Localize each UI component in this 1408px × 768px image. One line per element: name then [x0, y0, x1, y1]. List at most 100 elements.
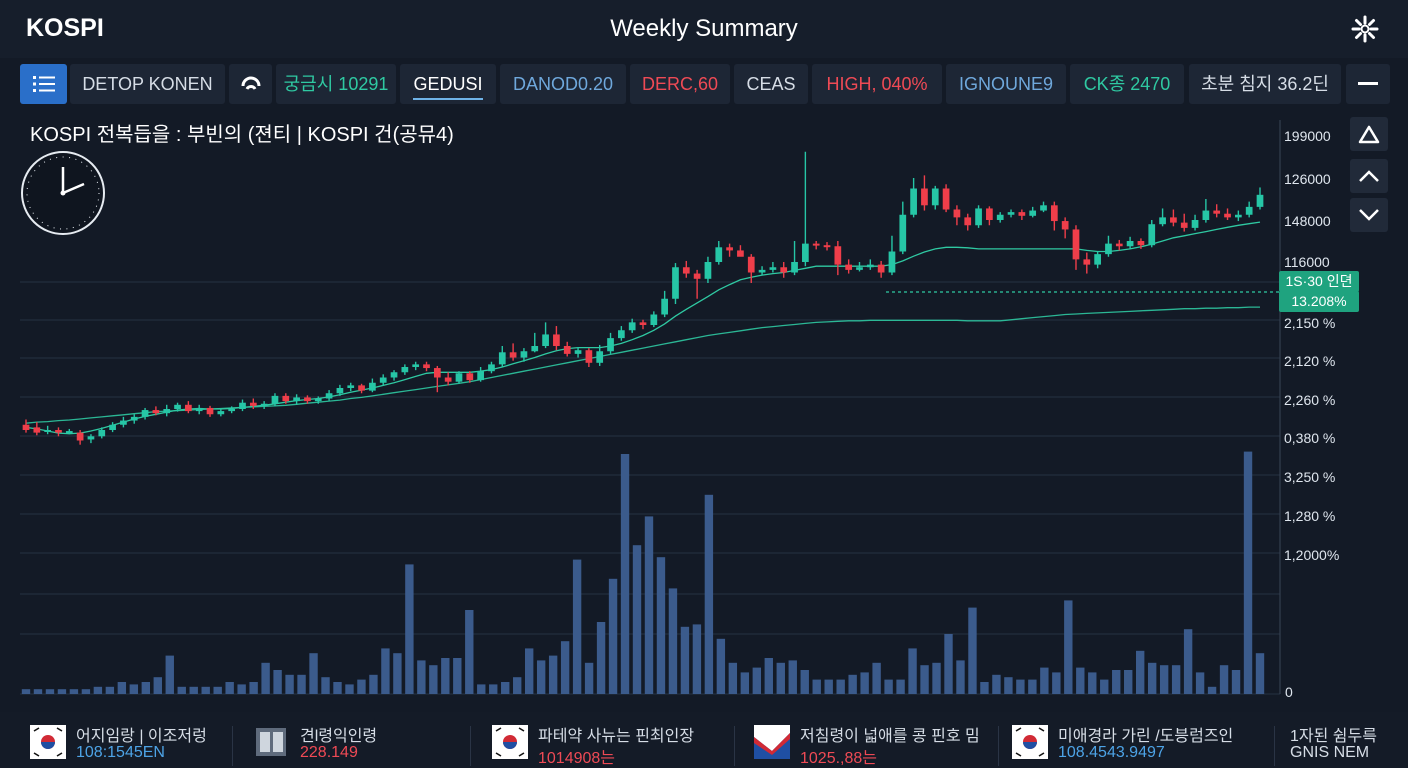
- candle-up: [704, 256, 712, 283]
- candle-body: [1115, 243, 1123, 247]
- korea-flag-icon: [492, 725, 528, 759]
- candle-up: [477, 367, 484, 382]
- candle-up: [1159, 208, 1166, 227]
- volume-bar: [285, 674, 294, 694]
- ticker-name: 어지임랑 | 이조저렁: [76, 728, 207, 745]
- collapse-button[interactable]: [1346, 64, 1390, 104]
- candle-up: [617, 326, 625, 341]
- toolbar-button-ignoune[interactable]: IGNOUNE9: [946, 64, 1066, 104]
- candle-body: [942, 188, 950, 210]
- candle-body: [769, 267, 777, 270]
- candle-down: [747, 254, 755, 283]
- volume-bar: [381, 648, 390, 694]
- candle-up: [628, 318, 636, 333]
- ticker-value: 228.149: [300, 744, 358, 761]
- volume-bar: [896, 679, 905, 694]
- candle-body: [444, 377, 452, 382]
- app-title: KOSPI: [26, 14, 104, 42]
- volume-bar: [572, 559, 582, 694]
- candle-down: [282, 393, 290, 404]
- candle-body: [423, 364, 430, 369]
- candle-up: [44, 425, 52, 435]
- candle-up: [1040, 201, 1047, 213]
- toolbar-button-derc[interactable]: DERC,60: [630, 64, 730, 104]
- volume-bar: [848, 674, 857, 694]
- volume-bar: [1016, 679, 1025, 694]
- candle-up: [314, 396, 322, 404]
- scroll-down-button[interactable]: [1350, 198, 1388, 232]
- volume-bar: [429, 665, 438, 694]
- scroll-up-button[interactable]: [1350, 159, 1388, 193]
- candle-body: [498, 352, 506, 365]
- candle-body: [921, 188, 928, 206]
- ticker-name: 미애경라 가린 /도븡럼즈인: [1058, 728, 1234, 745]
- ticker-name: 1자된 쉼두륵: [1290, 728, 1377, 745]
- scroll-top-button[interactable]: [1350, 117, 1388, 151]
- candle-body: [628, 322, 636, 331]
- candle-down: [55, 427, 62, 437]
- candle-down: [845, 259, 853, 274]
- triangle-up-icon: [1358, 125, 1380, 144]
- candle-body: [412, 364, 420, 367]
- volume-bar: [932, 662, 941, 694]
- ticker-item[interactable]: 견l령익인령 228.149: [254, 722, 464, 766]
- candle-down: [509, 343, 517, 361]
- candle-body: [141, 410, 149, 417]
- toolbar-button-quote[interactable]: 궁금시 10291: [276, 64, 396, 104]
- volume-bar: [632, 545, 642, 694]
- candle-down: [737, 245, 744, 257]
- ticker-item[interactable]: 미애경라 가린 /도븡럼즈인 108.4543.9497: [1012, 722, 1272, 766]
- toolbar-button-danod[interactable]: DANOD0.20: [500, 64, 626, 104]
- volume-bar: [656, 557, 666, 694]
- candle-body: [964, 217, 972, 226]
- candle-up: [228, 406, 236, 414]
- toolbar-button-ceas[interactable]: CEAS: [734, 64, 808, 104]
- candle-down: [1018, 209, 1026, 220]
- candle-up: [347, 382, 355, 392]
- candle-body: [531, 346, 539, 352]
- ticker-value: 1014908는: [538, 750, 616, 767]
- volume-bar: [1100, 679, 1109, 694]
- toolbar-button-gedusi[interactable]: GEDUSI: [400, 64, 496, 104]
- volume-bar: [1064, 600, 1073, 694]
- ticker-item[interactable]: 어지임랑 | 이조저렁 108:1545EN: [30, 722, 230, 766]
- toolbar-button-label: 궁금시 10291: [283, 74, 389, 94]
- toolbar-button-high[interactable]: HIGH, 040%: [812, 64, 942, 104]
- toolbar-button-detop[interactable]: DETOP KONEN: [70, 64, 225, 104]
- volume-bar: [728, 662, 738, 694]
- candle-down: [942, 184, 950, 213]
- volume-bar: [297, 674, 306, 694]
- candlestick-chart[interactable]: [0, 108, 1408, 708]
- candle-body: [823, 245, 831, 248]
- candle-body: [726, 247, 733, 251]
- candle-body: [358, 385, 365, 391]
- candle-body: [379, 377, 387, 383]
- axis-tick-label: 2,260 %: [1284, 392, 1336, 408]
- menu-button[interactable]: [20, 64, 67, 104]
- candle-down: [1050, 201, 1058, 231]
- candle-down: [1224, 208, 1231, 220]
- volume-bar: [776, 662, 785, 694]
- ticker-item[interactable]: 1자된 쉼두륵 GNIS NEM: [1244, 722, 1394, 766]
- candle-down: [780, 262, 788, 278]
- toolbar-button-label: GEDUSI: [413, 74, 483, 100]
- candle-up: [336, 384, 344, 396]
- candle-up: [1007, 209, 1015, 218]
- toolbar-button-summary[interactable]: 초분 침지 36.2딘: [1189, 64, 1341, 104]
- candle-body: [996, 214, 1004, 220]
- candle-up: [293, 394, 300, 405]
- ticker-item[interactable]: 저침령이 넓애를 콩 핀호 밈 1025.,88는: [754, 722, 994, 767]
- candle-body: [1061, 221, 1069, 230]
- toolbar-button-ck[interactable]: CK종 2470: [1070, 64, 1184, 104]
- candle-down: [185, 401, 192, 414]
- volume-bar: [980, 682, 989, 694]
- candle-body: [347, 385, 355, 388]
- candle-body: [336, 388, 344, 394]
- candle-body: [1040, 205, 1047, 211]
- axis-tick-label: 1,280 %: [1284, 508, 1336, 524]
- ticker-item[interactable]: 파테약 사뉴는 핀최인장 1014908는: [492, 722, 732, 767]
- candle-up: [369, 378, 376, 393]
- settings-icon[interactable]: [1350, 14, 1380, 44]
- toolbar-button-refresh[interactable]: [229, 64, 272, 104]
- volume-bar: [644, 516, 654, 694]
